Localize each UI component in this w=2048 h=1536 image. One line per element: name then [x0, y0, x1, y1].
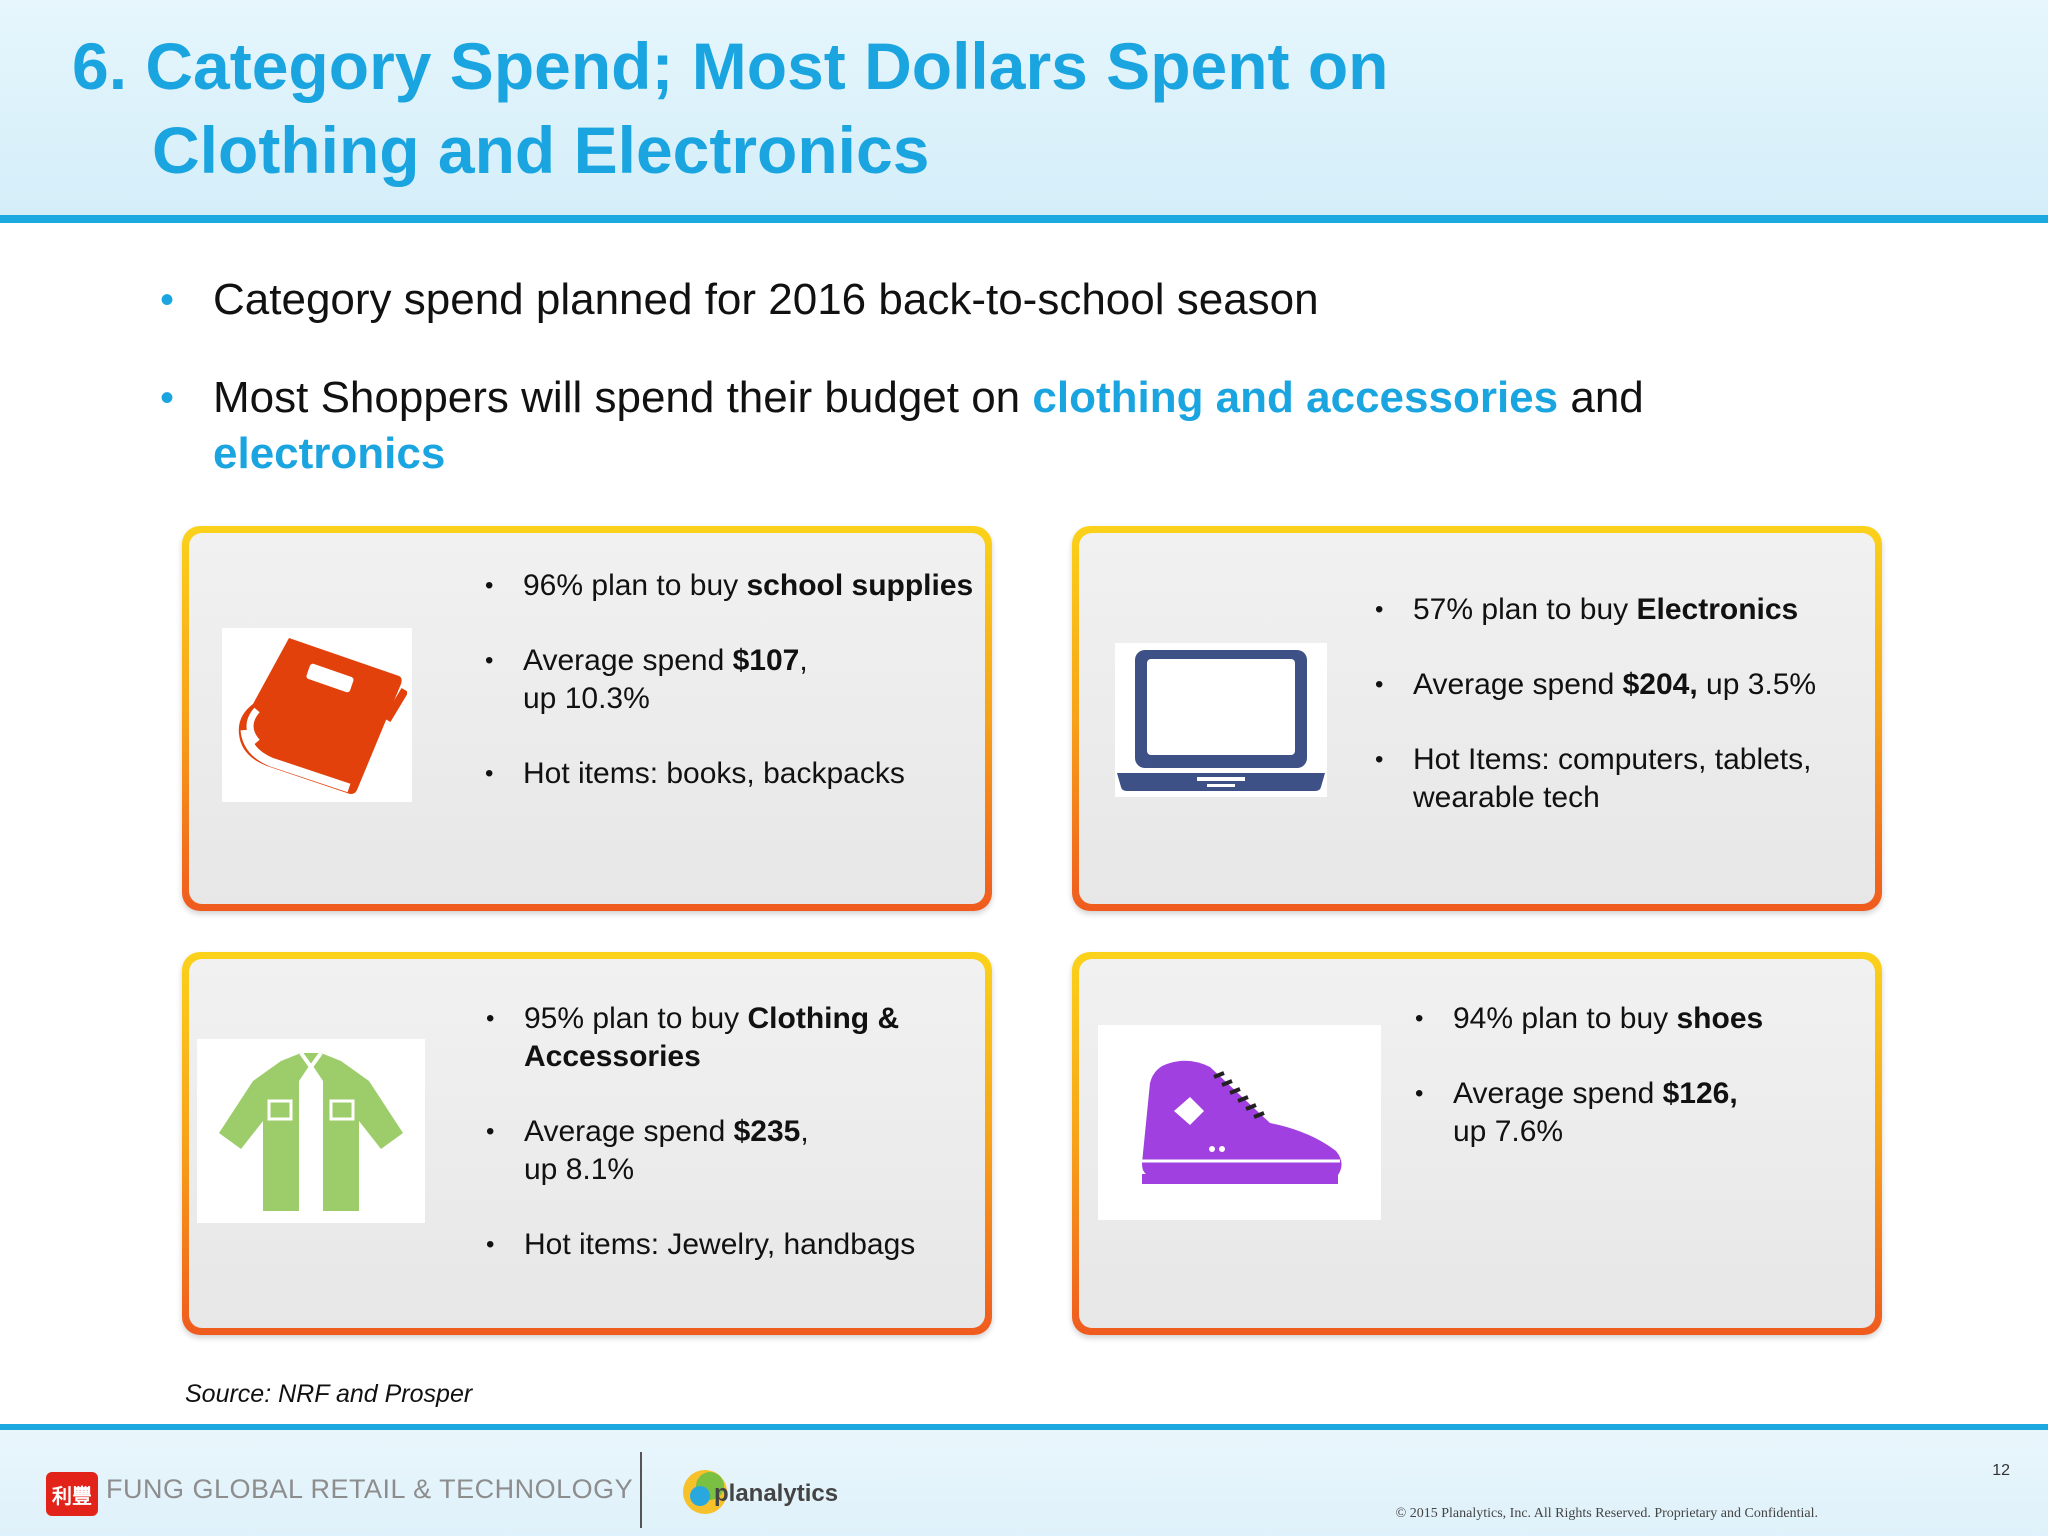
bullet-text: Category spend planned for 2016 back-to-…	[213, 275, 1319, 324]
card-shoes: • 94% plan to buy shoes • Average spend $1…	[1072, 952, 1882, 1335]
bullet-dot-icon: •	[160, 376, 175, 420]
page-number: 12	[1992, 1462, 2010, 1479]
list-item: • 95% plan to buy Clothing & Accessories	[486, 1002, 900, 1073]
bullet-item: • Most Shoppers will spend their budget …	[160, 370, 1940, 482]
card-body: • 94% plan to buy shoes • Average spend $1…	[1079, 959, 1875, 1328]
list-item: • Average spend $126, up 7.6%	[1415, 1077, 1738, 1148]
list-item: • 57% plan to buy Electronics	[1375, 593, 1799, 626]
list-item: • 96% plan to buy school supplies	[485, 569, 974, 602]
footer-divider	[640, 1452, 642, 1528]
planalytics-logo-icon	[683, 1470, 727, 1514]
page-title: 6. Category Spend; Most Dollars Spent on…	[72, 24, 1972, 192]
card-items: • 94% plan to buy shoes • Average spend $1…	[1415, 1000, 1865, 1151]
bullet-text: and	[1558, 373, 1644, 422]
source-note: Source: NRF and Prosper	[185, 1380, 473, 1408]
list-item: • Hot items: books, backpacks	[485, 757, 905, 790]
title-line-2: Clothing and Electronics	[152, 113, 930, 187]
title-line-1: 6. Category Spend; Most Dollars Spent on	[72, 29, 1389, 103]
laptop-icon	[1115, 643, 1327, 797]
highlight-electronics: electronics	[213, 429, 446, 478]
card-items: • 95% plan to buy Clothing & Accessories …	[486, 1000, 976, 1264]
planalytics-logo-text: planalytics	[714, 1480, 839, 1507]
copyright-text: © 2015 Planalytics, Inc. All Rights Rese…	[1395, 1506, 1818, 1521]
bullet-text: Most Shoppers will spend their budget on	[213, 373, 1033, 422]
list-item: • Average spend $235, up 8.1%	[486, 1115, 809, 1186]
list-item: • Average spend $107, up 10.3%	[485, 644, 808, 715]
shirt-icon	[197, 1039, 425, 1223]
card-clothing: • 95% plan to buy Clothing & Accessories …	[182, 952, 992, 1335]
sneaker-icon	[1098, 1025, 1381, 1220]
list-item: • 94% plan to buy shoes	[1415, 1002, 1764, 1035]
card-electronics: • 57% plan to buy Electronics • Average sp…	[1072, 526, 1882, 911]
card-body: • 96% plan to buy school supplies • Averag…	[189, 533, 985, 904]
card-items: • 57% plan to buy Electronics • Average sp…	[1375, 591, 1875, 817]
footer-band: 利豐 FUNG GLOBAL RETAIL & TECHNOLOGY plana…	[0, 1424, 2048, 1536]
header-band: 6. Category Spend; Most Dollars Spent on…	[0, 0, 2048, 223]
fung-global-logo-text: FUNG GLOBAL RETAIL & TECHNOLOGY	[106, 1474, 634, 1504]
list-item: • Hot items: Jewelry, handbags	[486, 1228, 916, 1261]
highlight-clothing: clothing and accessories	[1032, 373, 1559, 422]
card-body: • 57% plan to buy Electronics • Average sp…	[1079, 533, 1875, 904]
fung-logo-icon: 利豐	[46, 1472, 98, 1516]
list-item: • Average spend $204, up 3.5%	[1375, 668, 1817, 701]
intro-bullets: • Category spend planned for 2016 back-t…	[160, 272, 1940, 482]
bullet-item: • Category spend planned for 2016 back-t…	[160, 272, 1940, 328]
book-icon	[222, 628, 412, 802]
card-items: • 96% plan to buy school supplies • Averag…	[485, 567, 975, 793]
card-school-supplies: • 96% plan to buy school supplies • Averag…	[182, 526, 992, 911]
card-body: • 95% plan to buy Clothing & Accessories …	[189, 959, 985, 1328]
bullet-dot-icon: •	[160, 278, 175, 322]
list-item: • Hot Items: computers, tablets, wearable…	[1375, 743, 1812, 814]
